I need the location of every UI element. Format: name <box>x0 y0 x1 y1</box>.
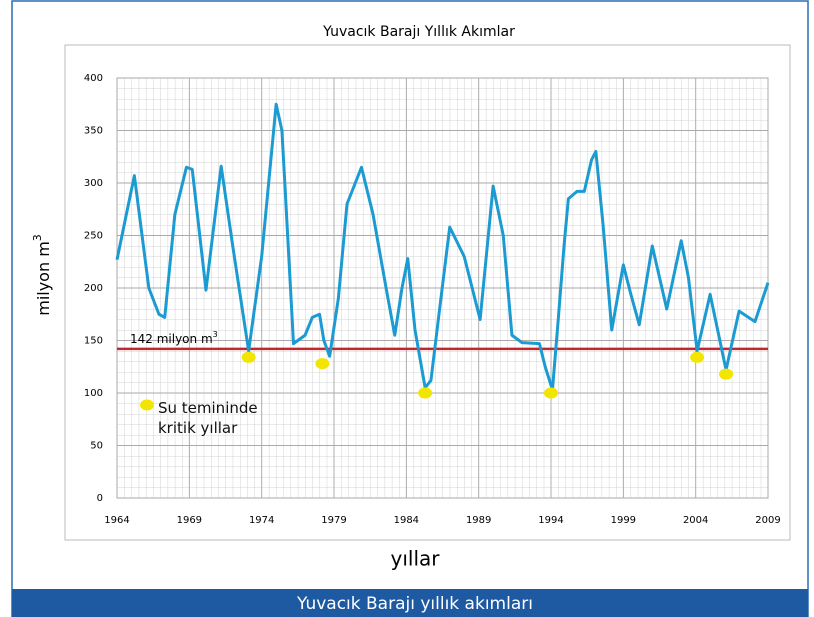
legend: Su temininde kritik yıllar <box>158 399 258 437</box>
y-tick-label: 250 <box>84 231 103 242</box>
x-tick-label: 1994 <box>538 515 563 526</box>
y-axis-label: milyon m3 <box>31 234 53 316</box>
data-line <box>115 102 770 392</box>
y-tick-label: 300 <box>84 178 103 189</box>
y-tick-label: 200 <box>84 283 103 294</box>
critical-point <box>418 387 433 399</box>
legend-marker <box>140 399 154 411</box>
y-tick-label: 400 <box>84 73 103 84</box>
y-axis-label-sup: 3 <box>31 234 44 241</box>
reference-label-sup: 3 <box>213 329 218 338</box>
critical-point <box>690 351 705 363</box>
y-tick-label: 100 <box>84 388 103 399</box>
caption: Yuvacık Barajı yıllık akımları <box>296 594 533 614</box>
x-tick-label: 1974 <box>249 515 274 526</box>
critical-point <box>241 351 256 363</box>
x-axis-label: yıllar <box>391 547 441 571</box>
y-tick-label: 0 <box>97 493 103 504</box>
x-tick-label: 2009 <box>755 515 780 526</box>
y-tick-label: 350 <box>84 126 103 137</box>
y-tick-label: 150 <box>84 336 103 347</box>
reference-label: 142 milyon m3 <box>130 329 218 345</box>
x-tick-label: 1989 <box>466 515 491 526</box>
x-tick-label: 1984 <box>394 515 419 526</box>
x-tick-label: 2004 <box>683 515 708 526</box>
x-tick-label: 1969 <box>177 515 202 526</box>
chart-title: Yuvacık Barajı Yıllık Akımlar <box>322 24 515 40</box>
critical-point <box>315 358 330 370</box>
x-tick-label: 1999 <box>611 515 636 526</box>
y-axis-label-text: milyon m <box>34 241 53 316</box>
x-tick-label: 1979 <box>321 515 346 526</box>
x-tick-label: 1964 <box>104 515 129 526</box>
critical-point <box>719 368 734 380</box>
caption-bar <box>12 589 808 617</box>
critical-point <box>544 387 558 399</box>
reference-label-text: 142 milyon m <box>130 331 213 345</box>
y-tick-label: 50 <box>90 441 103 452</box>
